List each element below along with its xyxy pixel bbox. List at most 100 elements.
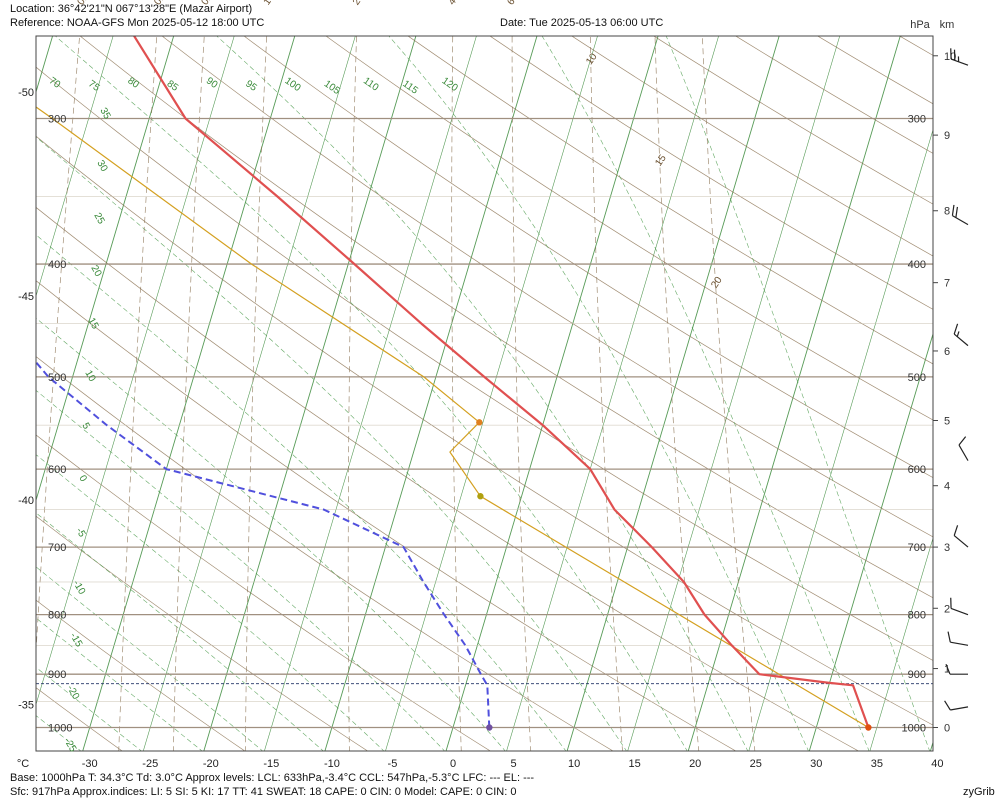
height-tick-label: 4	[944, 481, 950, 493]
dry-adiabat-line	[243, 36, 933, 479]
moist-adiabat-label: -20	[64, 684, 81, 702]
wind-barb-feather	[944, 700, 951, 711]
location-label: Location: 36°42'21"N 067°13'28"E (Mazar …	[10, 3, 253, 15]
mixing-ratio-line	[244, 36, 268, 751]
dry-adiabat-line	[325, 36, 933, 421]
dry-adiabat-label: 105	[322, 78, 342, 97]
x-tick-label: -10	[324, 758, 340, 770]
isotherm-line	[385, 36, 598, 751]
mixing-ratio-label: 0.4	[152, 0, 169, 7]
left-temp-tick-label: -40	[18, 495, 34, 507]
mixing-ratio-line	[654, 36, 700, 751]
dry-adiabat-line	[36, 515, 369, 751]
moist-adiabat-line	[665, 36, 930, 751]
mixing-ratio-label: 0.2	[76, 0, 93, 7]
mixing-ratio-label: 2	[351, 0, 363, 7]
left-temp-tick-label: -35	[18, 699, 34, 711]
pressure-label-left: 800	[48, 610, 66, 622]
x-axis-unit: °C	[17, 758, 29, 770]
wind-barb	[953, 323, 969, 347]
isotherm-line	[748, 128, 933, 751]
pressure-label-right: 500	[908, 372, 926, 384]
wind-barb-half-feather	[956, 331, 960, 337]
mixing-ratio-line	[36, 36, 80, 657]
mixing-ratio-line	[0, 0, 34, 752]
dry-adiabat-line	[36, 135, 933, 726]
moist-adiabat-label: 10	[82, 369, 97, 385]
mixing-ratio-line	[118, 36, 158, 751]
date-label: Date: Tue 2025-05-13 06:00 UTC	[500, 17, 664, 29]
isotherm-line	[264, 36, 477, 751]
dewpoint-line	[36, 360, 491, 728]
x-tick-label: 15	[629, 758, 641, 770]
x-tick-label: 20	[689, 758, 701, 770]
dry-adiabat-label: 85	[165, 78, 181, 94]
isotherm-line	[36, 36, 54, 94]
wind-barb	[953, 525, 969, 548]
pressure-label-right: 300	[908, 114, 926, 126]
mixing-ratio-label: 15	[653, 153, 669, 169]
dry-adiabat-line	[0, 21, 13, 761]
temperature-line	[132, 36, 870, 728]
moist-adiabat-label: 20	[88, 264, 103, 280]
dry-adiabat-line	[489, 36, 933, 310]
isotherm-line	[869, 537, 933, 751]
footer-line-2: Sfc: 917hPa Approx.indices: LI: 5 SI: 5 …	[10, 786, 517, 798]
wind-barb-staff	[950, 706, 969, 711]
pressure-label-right: 400	[908, 259, 926, 271]
mixing-ratio-label: 10	[584, 51, 600, 67]
x-tick-label: 10	[568, 758, 580, 770]
dry-adiabat-label: 75	[86, 78, 102, 94]
dry-adiabat-line	[571, 36, 933, 257]
dry-adiabat-line	[36, 599, 246, 751]
dry-adiabat-label: 100	[283, 75, 303, 94]
dry-adiabat-line	[36, 206, 860, 751]
pressure-unit: hPa	[910, 19, 930, 31]
x-tick-label: 30	[810, 758, 822, 770]
isotherm-line	[566, 36, 780, 751]
isotherm-line	[687, 36, 901, 751]
wind-barb-staff	[958, 444, 969, 461]
wind-barb-feather	[950, 48, 952, 60]
isotherm-line	[445, 36, 659, 751]
wind-barb	[951, 204, 969, 226]
isotherm-line	[36, 36, 114, 298]
x-tick-label: -5	[388, 758, 398, 770]
dry-adiabat-label: 95	[243, 78, 259, 94]
wind-barb-staff	[953, 333, 969, 347]
x-tick-label: 40	[931, 758, 943, 770]
moist-adiabat-label: 0	[76, 474, 89, 485]
dry-adiabat-line	[955, 21, 1000, 761]
level-marker	[486, 724, 493, 731]
level-marker	[476, 419, 483, 426]
dry-adiabat-line	[36, 356, 614, 751]
wind-barb-staff	[952, 215, 969, 226]
height-tick-label: 0	[944, 723, 950, 735]
x-tick-label: -15	[263, 758, 279, 770]
x-tick-label: -30	[82, 758, 98, 770]
dry-adiabat-label: 115	[400, 78, 420, 96]
pressure-label-left: 700	[48, 542, 66, 554]
dry-adiabat-label: 80	[125, 75, 141, 91]
x-tick-label: -25	[142, 758, 158, 770]
footer-line-1: Base: 1000hPa T: 34.3°C Td: 3.0°C Approx…	[10, 772, 535, 784]
wind-barb	[950, 597, 969, 616]
mixing-ratio-line	[702, 36, 756, 751]
moist-adiabat-label: 5	[79, 421, 92, 432]
dry-adiabat-line	[36, 66, 933, 661]
wind-barb-feather	[951, 204, 955, 216]
mixing-ratio-line	[451, 36, 462, 751]
moist-adiabat-label: 35	[97, 106, 112, 122]
dry-adiabat-line	[735, 36, 933, 154]
level-marker	[865, 724, 872, 731]
dry-adiabat-line	[36, 434, 491, 751]
pressure-label-right: 1000	[902, 723, 926, 735]
height-tick-label: 8	[944, 206, 950, 218]
dry-adiabat-line	[653, 36, 933, 205]
wind-barb-staff	[950, 607, 969, 616]
wind-barb-feather	[953, 525, 959, 536]
dry-adiabat-label: 110	[361, 75, 381, 93]
dry-adiabat-line	[79, 36, 933, 599]
x-tick-label: 25	[750, 758, 762, 770]
